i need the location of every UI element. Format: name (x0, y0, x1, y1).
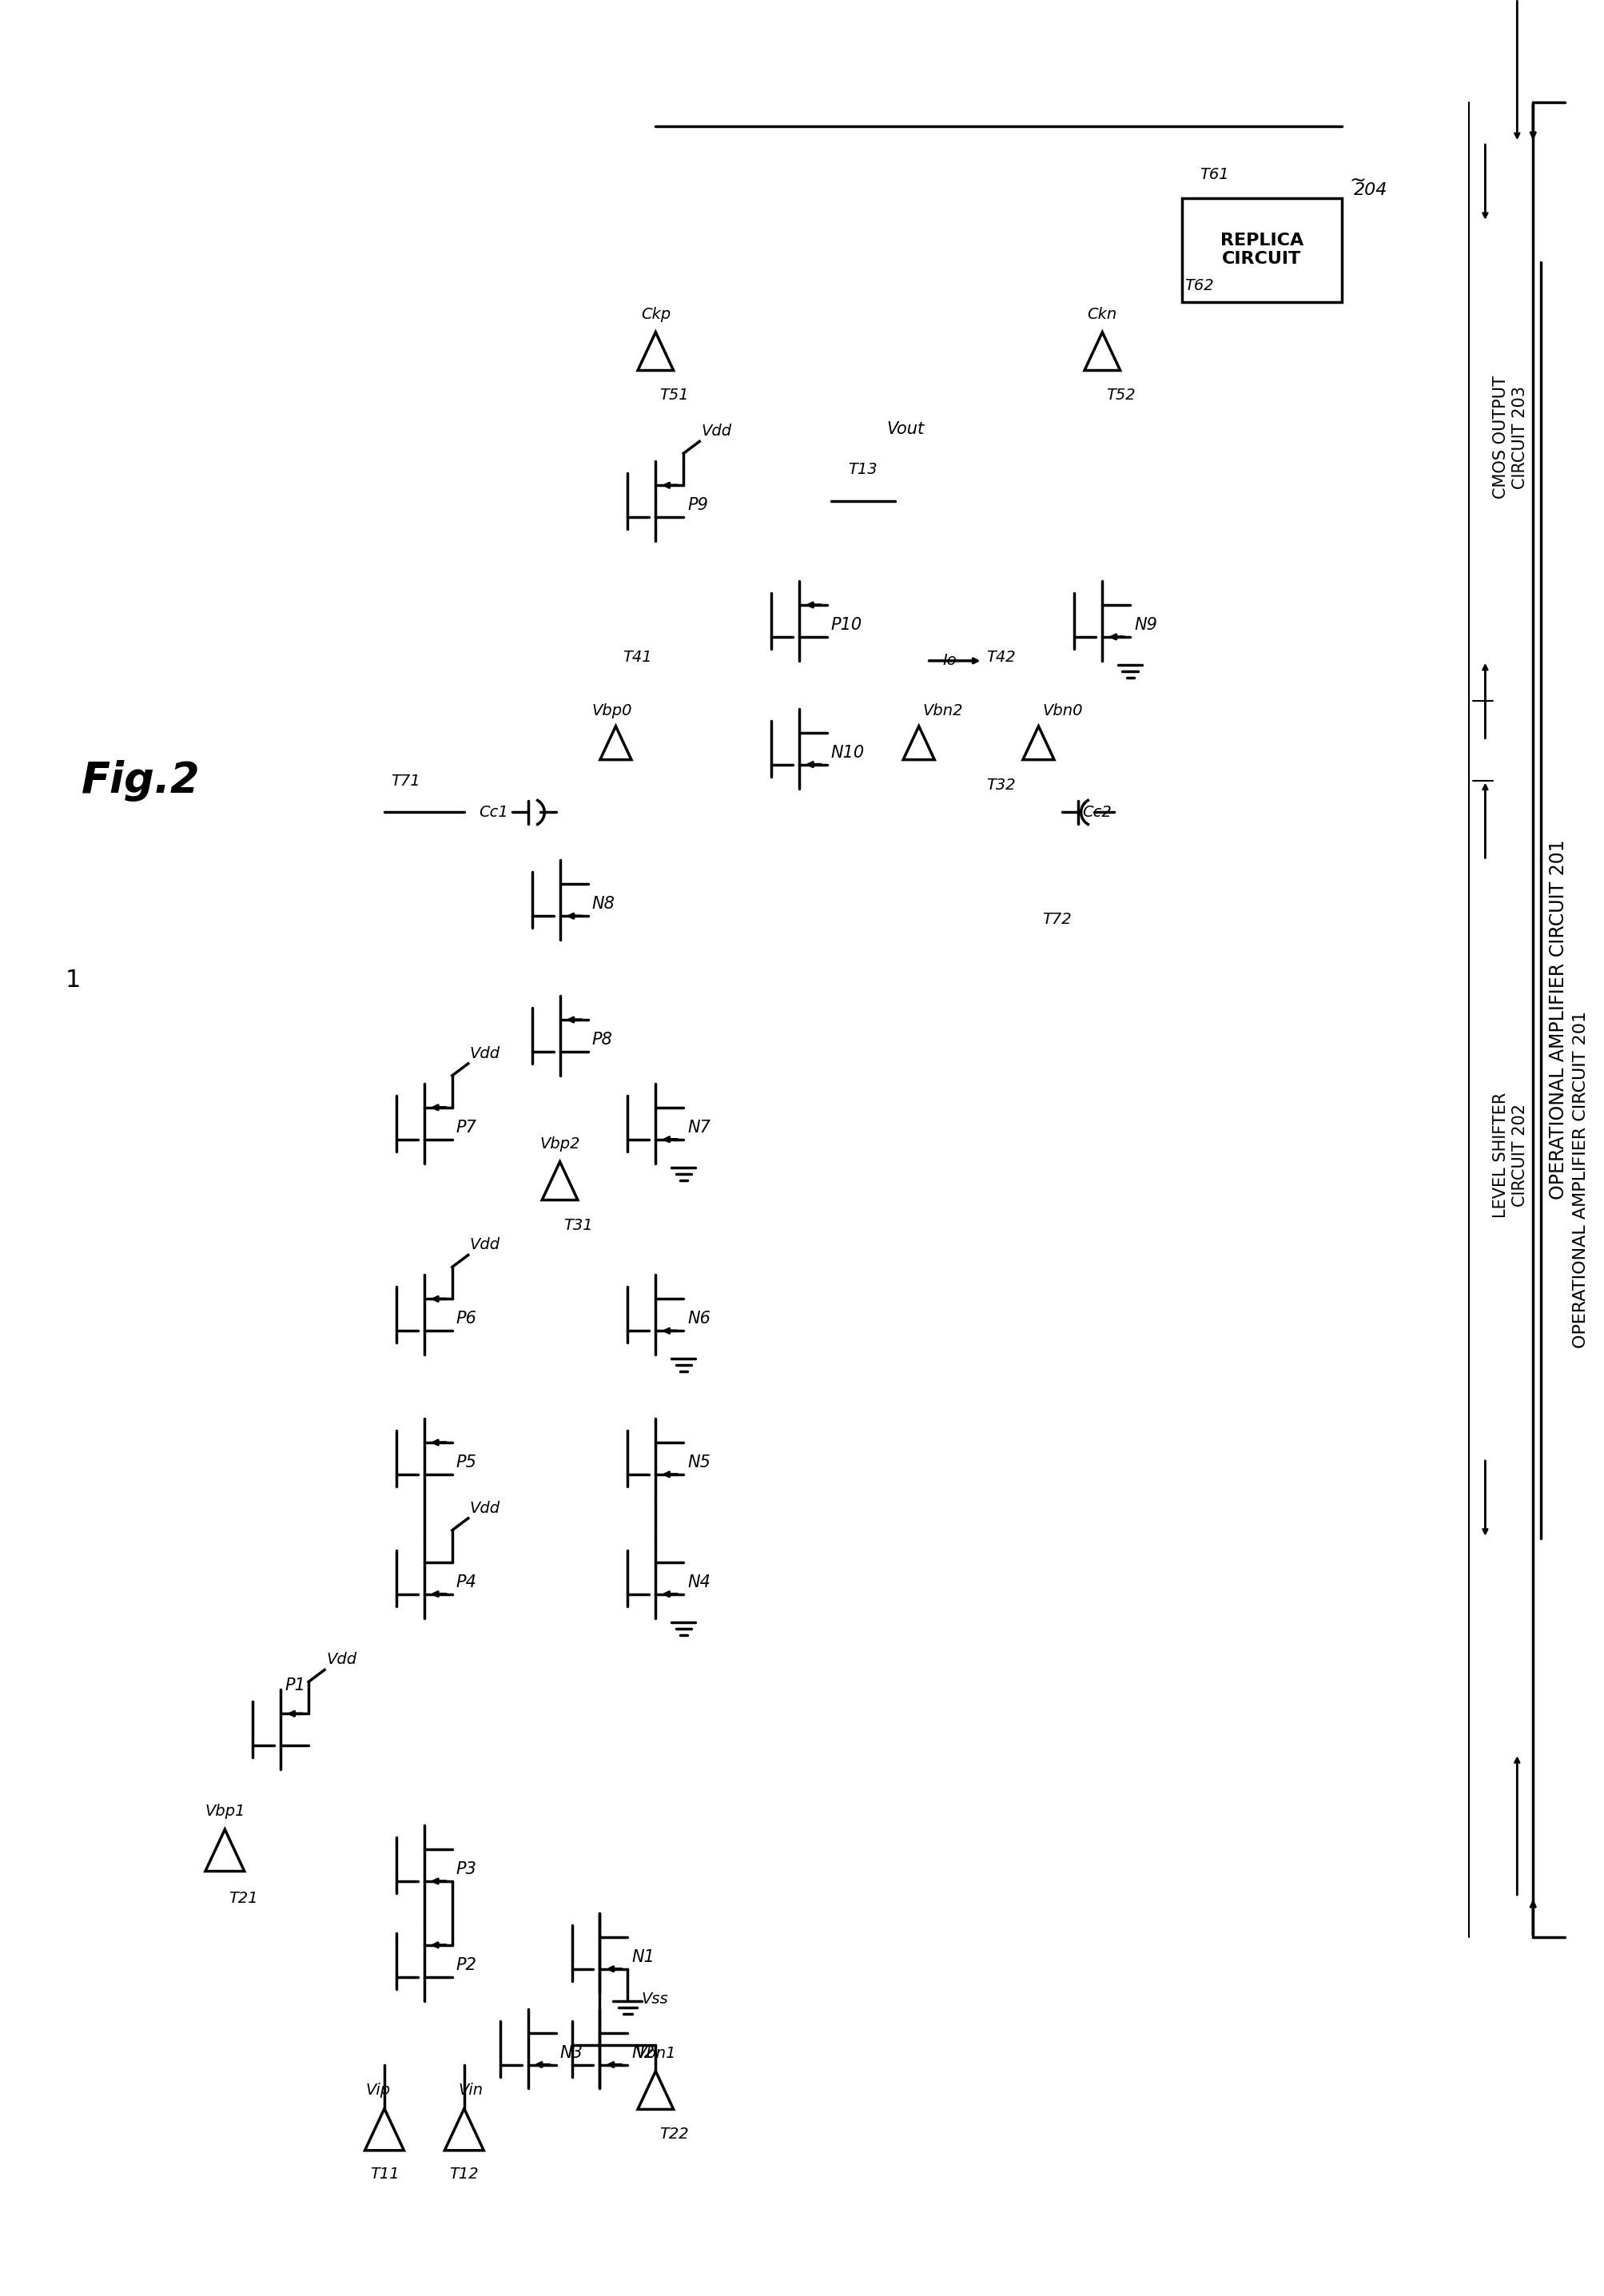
Text: Vin: Vin (457, 2082, 483, 2099)
Text: N4: N4 (687, 1575, 711, 1591)
Text: T51: T51 (659, 388, 688, 404)
Text: CMOS OUTPUT
CIRCUIT 203: CMOS OUTPUT CIRCUIT 203 (1492, 377, 1527, 498)
Text: OPERATIONAL AMPLIFIER CIRCUIT 201: OPERATIONAL AMPLIFIER CIRCUIT 201 (1548, 840, 1567, 1201)
Text: Vip: Vip (366, 2082, 390, 2099)
Text: P3: P3 (456, 1862, 476, 1878)
Text: N9: N9 (1134, 618, 1156, 634)
Text: T21: T21 (229, 1892, 258, 1906)
Text: Cc2: Cc2 (1081, 806, 1112, 820)
Text: LEVEL SHIFTER
CIRCUIT 202: LEVEL SHIFTER CIRCUIT 202 (1492, 1093, 1527, 1219)
Text: T13: T13 (849, 461, 877, 478)
Text: T61: T61 (1198, 168, 1229, 181)
Text: Ckp: Ckp (640, 308, 670, 321)
Text: 204: 204 (1352, 181, 1387, 197)
Bar (1182, 197, 1341, 301)
Text: Vss: Vss (642, 1991, 667, 2007)
Text: P10: P10 (831, 618, 861, 634)
Text: P9: P9 (687, 498, 707, 514)
Text: Vbp1: Vbp1 (205, 1805, 245, 1818)
Text: T42: T42 (986, 650, 1015, 666)
Text: T72: T72 (1043, 912, 1071, 928)
Text: Vout: Vout (887, 422, 924, 439)
Text: Vbn0: Vbn0 (1043, 703, 1083, 719)
Text: T31: T31 (563, 1217, 593, 1233)
Text: P5: P5 (456, 1453, 476, 1469)
Text: P7: P7 (456, 1120, 476, 1137)
Text: N10: N10 (831, 744, 865, 760)
Text: Vbp2: Vbp2 (539, 1137, 579, 1150)
Text: Vbn1: Vbn1 (635, 2046, 675, 2062)
Text: Ckn: Ckn (1088, 308, 1116, 321)
Text: Vdd: Vdd (470, 1238, 500, 1254)
Text: Vdd: Vdd (470, 1047, 500, 1061)
Text: T41: T41 (622, 650, 651, 666)
Text: P8: P8 (592, 1031, 613, 1047)
Text: T22: T22 (659, 2126, 688, 2142)
Text: T11: T11 (369, 2167, 399, 2181)
Text: P1: P1 (284, 1678, 305, 1694)
Text: REPLICA
CIRCUIT: REPLICA CIRCUIT (1219, 232, 1302, 266)
Text: Fig.2: Fig.2 (82, 760, 201, 801)
Text: Vbp0: Vbp0 (592, 703, 632, 719)
Text: N5: N5 (687, 1453, 711, 1469)
Text: Cc1: Cc1 (478, 806, 508, 820)
Text: T32: T32 (986, 778, 1015, 792)
Text: N6: N6 (687, 1311, 711, 1327)
Text: T12: T12 (449, 2167, 478, 2181)
Text: N8: N8 (592, 895, 614, 912)
Text: T52: T52 (1105, 388, 1136, 404)
Text: N2: N2 (632, 2046, 654, 2062)
Text: N7: N7 (687, 1120, 711, 1137)
Text: P6: P6 (456, 1311, 476, 1327)
Text: Vbn2: Vbn2 (922, 703, 962, 719)
Text: Vdd: Vdd (470, 1502, 500, 1515)
Text: 1: 1 (66, 969, 80, 992)
Text: T71: T71 (391, 774, 420, 788)
Text: OPERATIONAL AMPLIFIER CIRCUIT 201: OPERATIONAL AMPLIFIER CIRCUIT 201 (1572, 1010, 1588, 1348)
Text: P4: P4 (456, 1575, 476, 1591)
Text: N3: N3 (560, 2046, 582, 2062)
Text: P2: P2 (456, 1956, 476, 1972)
Text: N1: N1 (632, 1949, 654, 1965)
Text: Vdd: Vdd (701, 425, 731, 439)
Text: Io: Io (942, 652, 956, 668)
Text: T62: T62 (1184, 278, 1213, 294)
Text: Vdd: Vdd (326, 1653, 356, 1667)
Text: ~: ~ (1349, 170, 1365, 191)
